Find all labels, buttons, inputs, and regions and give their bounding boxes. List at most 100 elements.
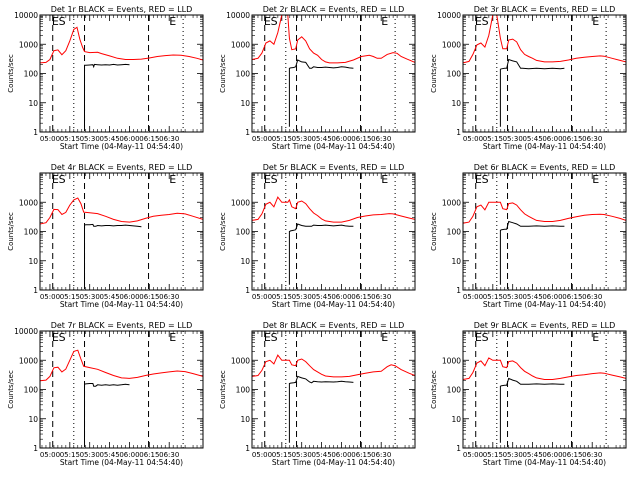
marker-label-e: E <box>381 173 388 186</box>
series-events-line <box>499 377 565 443</box>
y-tick-label: 1 <box>33 286 38 295</box>
plot-frame <box>462 330 627 449</box>
marker-label-s: S <box>271 15 278 28</box>
series-lld-line <box>40 26 203 64</box>
x-tick-label: 05:30 <box>292 293 312 301</box>
y-axis-label: Counts/sec <box>219 212 227 251</box>
series-events-line <box>499 220 565 285</box>
series-events-line <box>84 383 130 443</box>
y-tick-label: 10 <box>28 99 38 108</box>
marker-label-e: E <box>592 173 599 186</box>
y-tick-label: 1 <box>456 444 461 453</box>
panel-title: Det 3r BLACK = Events, RED = LLD <box>474 5 616 14</box>
x-tick-label: 05:30 <box>292 135 312 143</box>
x-tick-label: 05:45 <box>522 451 542 459</box>
y-tick-label: 10000 <box>437 11 461 20</box>
marker-label-s: S <box>482 15 489 28</box>
marker-label-e: E <box>475 331 482 344</box>
x-tick-label: 05:00 <box>463 135 483 143</box>
panel-det-1: Det 1r BLACK = Events, RED = LLD 1 10 100 10… <box>7 5 204 151</box>
y-tick-label: 1 <box>456 286 461 295</box>
marker-label-e: E <box>52 331 59 344</box>
x-tick-label: 06:15 <box>139 451 159 459</box>
y-axis-label: Counts/sec <box>7 54 15 93</box>
y-tick-label: 100 <box>447 228 462 237</box>
x-tick-label: 06:15 <box>139 135 159 143</box>
x-tick-label: 06:15 <box>351 293 371 301</box>
x-tick-label: 06:15 <box>562 293 582 301</box>
x-tick-label: 05:45 <box>311 135 331 143</box>
y-tick-label: 1 <box>245 286 250 295</box>
panel-title: Det 9r BLACK = Events, RED = LLD <box>474 321 616 330</box>
y-axis-label: Counts/sec <box>430 54 438 93</box>
marker-label-e: E <box>52 15 59 28</box>
y-tick-label: 1000 <box>442 198 461 207</box>
x-tick-label: 06:00 <box>331 135 351 143</box>
y-tick-label: 1000 <box>442 40 461 49</box>
marker-label-e: E <box>264 331 271 344</box>
marker-label-s: S <box>59 173 66 186</box>
panel-det-6: Det 6r BLACK = Events, RED = LLD 1 10 100 10… <box>430 163 627 309</box>
y-tick-label: 10 <box>451 99 461 108</box>
marker-label-e: E <box>592 331 599 344</box>
x-tick-label: 05:30 <box>503 451 523 459</box>
x-tick-label: 05:00 <box>40 451 60 459</box>
x-tick-label: 05:30 <box>503 135 523 143</box>
x-axis-label: Start Time (04-May-11 04:54:40) <box>272 142 395 151</box>
series-events-line <box>84 223 142 285</box>
series-events-line <box>288 223 354 285</box>
y-tick-label: 1 <box>456 128 461 137</box>
y-tick-label: 1000 <box>231 198 250 207</box>
marker-label-e: E <box>381 15 388 28</box>
marker-label-e: E <box>475 173 482 186</box>
y-tick-label: 10 <box>28 415 38 424</box>
x-tick-label: 05:15 <box>60 451 80 459</box>
x-tick-label: 05:45 <box>311 451 331 459</box>
series-events-line <box>499 58 565 127</box>
x-tick-label: 05:00 <box>40 135 60 143</box>
x-tick-label: 05:00 <box>252 135 272 143</box>
x-tick-label: 05:15 <box>483 451 503 459</box>
y-tick-label: 10 <box>451 415 461 424</box>
marker-label-s: S <box>271 173 278 186</box>
x-tick-label: 06:00 <box>542 135 562 143</box>
y-tick-label: 100 <box>24 228 39 237</box>
x-tick-label: 06:00 <box>119 451 139 459</box>
series-lld-line <box>252 15 415 64</box>
y-tick-label: 100 <box>447 386 462 395</box>
x-axis-label: Start Time (04-May-11 04:54:40) <box>272 458 395 467</box>
panel-title: Det 8r BLACK = Events, RED = LLD <box>263 321 405 330</box>
x-tick-label: 06:00 <box>331 293 351 301</box>
marker-label-s: S <box>482 173 489 186</box>
y-tick-label: 1 <box>33 444 38 453</box>
x-tick-label: 05:15 <box>272 135 292 143</box>
marker-label-e: E <box>169 331 176 344</box>
x-axis-label: Start Time (04-May-11 04:54:40) <box>483 458 606 467</box>
x-tick-label: 06:15 <box>351 451 371 459</box>
marker-label-e: E <box>169 15 176 28</box>
y-tick-label: 100 <box>24 70 39 79</box>
x-axis-label: Start Time (04-May-11 04:54:40) <box>272 300 395 309</box>
marker-label-e: E <box>475 15 482 28</box>
panel-det-8: Det 8r BLACK = Events, RED = LLD 1 10 100 10… <box>219 321 416 467</box>
panel-title: Det 5r BLACK = Events, RED = LLD <box>263 163 405 172</box>
series-events-line <box>288 59 354 127</box>
y-tick-label: 1000 <box>19 198 38 207</box>
y-tick-label: 10000 <box>14 11 38 20</box>
x-tick-label: 06:30 <box>159 451 179 459</box>
y-tick-label: 1000 <box>231 356 250 365</box>
x-axis-label: Start Time (04-May-11 04:54:40) <box>60 458 183 467</box>
marker-label-e: E <box>381 331 388 344</box>
panel-det-2: Det 2r BLACK = Events, RED = LLD 1 10 100 10… <box>219 5 416 151</box>
x-tick-label: 05:15 <box>272 451 292 459</box>
x-tick-label: 06:15 <box>562 135 582 143</box>
plot-frame <box>251 330 416 449</box>
y-tick-label: 1 <box>245 128 250 137</box>
x-tick-label: 06:30 <box>371 451 391 459</box>
y-tick-label: 10 <box>240 257 250 266</box>
series-lld-line <box>40 349 203 382</box>
y-axis-label: Counts/sec <box>219 370 227 409</box>
series-events-line <box>84 63 130 127</box>
x-tick-label: 05:30 <box>80 293 100 301</box>
